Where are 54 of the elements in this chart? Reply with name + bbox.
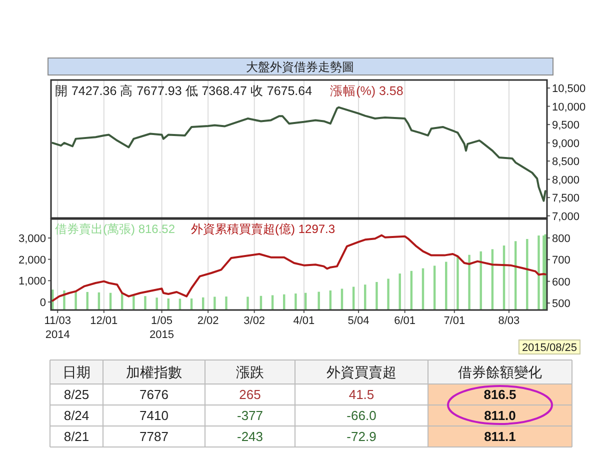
category-label: 外資買賣超 bbox=[326, 364, 396, 380]
text: -243 bbox=[236, 429, 264, 444]
text: -377 bbox=[236, 408, 264, 423]
series-label: 外資累積買賣超(億) 1297.3 bbox=[191, 222, 336, 236]
y2-tick-label: 500 bbox=[552, 298, 570, 310]
y2-tick-label: 700 bbox=[552, 254, 570, 267]
text: -72.9 bbox=[346, 429, 376, 444]
text: 8/21 bbox=[64, 429, 90, 444]
x-tick-label: 2/02 bbox=[197, 315, 219, 327]
annotation: 漲幅(%) 3.58 bbox=[330, 84, 404, 98]
y2-tick-label: 600 bbox=[552, 276, 570, 288]
y-tick-label: 0 bbox=[40, 297, 46, 309]
category-label: 日期 bbox=[62, 364, 90, 380]
x-tick-label: 6/01 bbox=[394, 315, 416, 327]
text: 7676 bbox=[140, 387, 168, 402]
x-tick-label: 11/03 2014 bbox=[44, 315, 71, 341]
x-tick-label: 3/02 bbox=[244, 315, 266, 327]
chart-title: 大盤外資借券走勢圖 bbox=[246, 60, 354, 74]
category-label: 漲跌 bbox=[236, 364, 264, 380]
y2-tick-label: 10,500 bbox=[552, 83, 586, 96]
text: 8/24 bbox=[64, 408, 90, 423]
category-label: 借券餘額變化 bbox=[458, 364, 542, 380]
category-label: 加權指數 bbox=[126, 364, 182, 380]
line-series bbox=[52, 234, 546, 302]
line-series bbox=[52, 106, 546, 202]
y2-tick-label: 7,500 bbox=[552, 192, 580, 205]
y2-tick-label: 7,000 bbox=[552, 210, 580, 223]
y-tick-label: 2,000 bbox=[18, 254, 46, 266]
y2-tick-label: 9,000 bbox=[552, 138, 580, 150]
y2-tick-label: 10,000 bbox=[552, 101, 586, 114]
x-tick-label: 7/01 bbox=[444, 315, 466, 327]
text: 811.0 bbox=[484, 408, 516, 423]
x-tick-label: 5/04 bbox=[348, 315, 370, 327]
annotation: 開 7427.36 高 7677.93 低 7368.47 收 7675.64 bbox=[55, 83, 312, 98]
y-tick-label: 1,000 bbox=[18, 276, 46, 288]
text: 41.5 bbox=[348, 387, 374, 402]
y2-tick-label: 800 bbox=[552, 232, 570, 245]
text: 借券賣出(萬張) 816.52 bbox=[55, 222, 176, 236]
text: 816.5 bbox=[484, 387, 516, 402]
x-tick-label: 1/05 2015 bbox=[150, 315, 174, 341]
text: 265 bbox=[239, 387, 261, 402]
x-tick-label: 8/03 bbox=[498, 315, 520, 327]
text: 7787 bbox=[140, 429, 168, 444]
text: 7410 bbox=[140, 408, 168, 423]
text: 811.1 bbox=[484, 429, 516, 444]
y2-tick-label: 8,000 bbox=[552, 174, 580, 186]
text: 2015/08/25 bbox=[522, 342, 577, 354]
x-tick-label: 12/01 bbox=[90, 315, 118, 327]
y-tick-label: 3,000 bbox=[18, 232, 46, 245]
text: 8/25 bbox=[64, 387, 90, 402]
text: -66.0 bbox=[346, 408, 376, 423]
x-tick-label: 4/01 bbox=[293, 315, 315, 327]
y2-tick-label: 8,500 bbox=[552, 156, 580, 168]
y2-tick-label: 9,500 bbox=[552, 120, 580, 132]
